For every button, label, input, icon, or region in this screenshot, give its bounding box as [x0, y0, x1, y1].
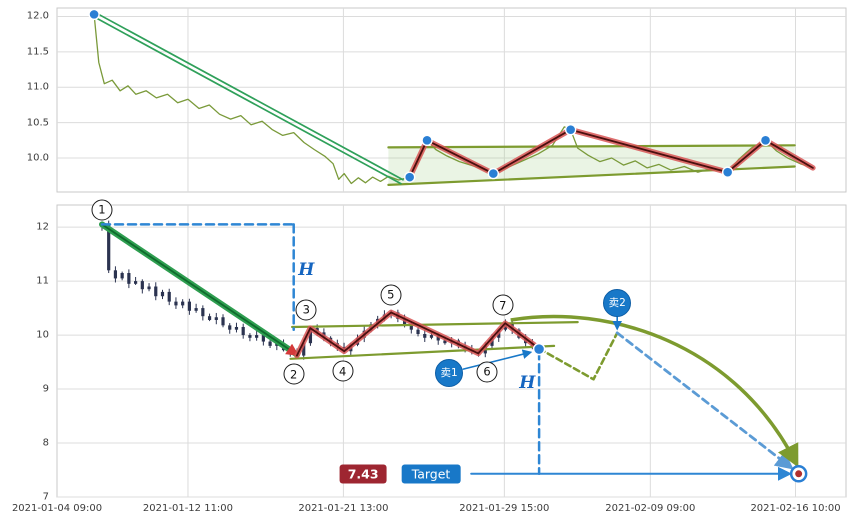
- candle-body: [207, 316, 212, 320]
- candle-body: [187, 301, 191, 311]
- target-point-center: [795, 470, 803, 478]
- candle-body: [416, 329, 420, 334]
- candle-body: [443, 340, 447, 344]
- candle-body: [133, 281, 138, 284]
- sell1-arrow: [462, 349, 533, 370]
- candle-body: [107, 224, 111, 271]
- candle-body: [167, 291, 171, 302]
- candle-body: [241, 326, 245, 336]
- candle-body: [174, 301, 178, 306]
- overview-pivot-dot[interactable]: [721, 166, 734, 178]
- candle-body: [201, 308, 205, 317]
- forecast-zigzag: [537, 331, 619, 381]
- overview-trendline-a: [92, 15, 402, 185]
- candle-body: [147, 286, 151, 290]
- candle-body: [194, 308, 198, 311]
- candle-body: [423, 333, 427, 338]
- candle-body: [302, 343, 306, 356]
- candle-body: [268, 341, 272, 346]
- candle-body: [228, 325, 232, 330]
- overview-pivot-dot[interactable]: [88, 8, 100, 21]
- candle-body: [221, 317, 225, 326]
- overview-pivot-dot[interactable]: [487, 167, 500, 180]
- candle-body: [160, 291, 165, 297]
- candle-body: [308, 328, 313, 344]
- impulse-line-core: [101, 223, 299, 356]
- candle-body: [120, 273, 124, 279]
- forecast-decline-line: [615, 331, 794, 470]
- overview-pivot-dot[interactable]: [403, 171, 416, 183]
- overview-trendline-b: [94, 11, 405, 181]
- candle-body: [248, 335, 252, 338]
- detail-channel-upper: [291, 321, 579, 329]
- overview-pivot-dot[interactable]: [564, 124, 577, 136]
- overview-pivot-dot[interactable]: [759, 134, 772, 147]
- candle-body: [113, 270, 118, 279]
- candle-body: [140, 281, 144, 290]
- candle-body: [181, 301, 185, 306]
- candle-body: [255, 335, 259, 338]
- candle-body: [154, 286, 158, 297]
- projection-curve: [510, 314, 799, 468]
- candle-body: [429, 335, 434, 338]
- candle-body: [261, 335, 265, 342]
- overview-price-line: [93, 13, 812, 185]
- candle-body: [127, 273, 131, 284]
- overview-channel-upper: [387, 144, 796, 149]
- overview-pivot-dot[interactable]: [421, 134, 433, 147]
- detail-zigzag-core: [295, 311, 540, 357]
- candle-body: [234, 326, 239, 330]
- detail-channel-lower: [289, 344, 556, 360]
- candle-body: [436, 335, 440, 341]
- candle-body: [409, 324, 413, 330]
- sell1-point[interactable]: [532, 342, 546, 356]
- candle-body: [214, 317, 218, 320]
